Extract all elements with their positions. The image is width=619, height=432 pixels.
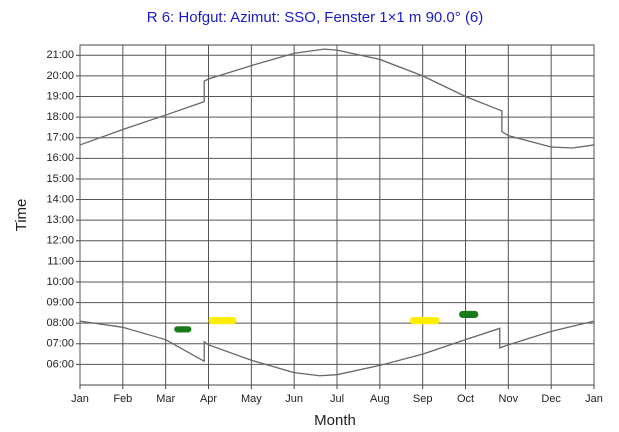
shadow-period <box>459 310 479 319</box>
x-tick-label: Apr <box>200 393 217 405</box>
y-tick-label: 11:00 <box>47 255 74 267</box>
x-tick-label: Jul <box>330 393 344 405</box>
y-tick-label: 08:00 <box>46 317 74 329</box>
x-tick-label: Feb <box>113 393 132 405</box>
x-tick-label: Sep <box>413 393 433 405</box>
x-tick-label: Mar <box>156 393 175 405</box>
y-tick-label: 16:00 <box>46 152 74 164</box>
x-tick-label: Jun <box>285 393 303 405</box>
chart-title: R 6: Hofgut: Azimut: SSO, Fenster 1×1 m … <box>147 9 484 26</box>
y-tick-label: 20:00 <box>46 70 74 82</box>
x-tick-label: Jan <box>585 393 603 405</box>
x-axis-label: Month <box>314 412 356 429</box>
y-tick-label: 07:00 <box>46 338 74 350</box>
y-tick-label: 10:00 <box>46 276 74 288</box>
y-tick-label: 14:00 <box>46 193 74 205</box>
shadow-period <box>174 326 192 333</box>
shadow-period <box>409 317 440 325</box>
x-tick-label: Oct <box>457 393 474 405</box>
y-tick-label: 13:00 <box>46 214 74 226</box>
y-tick-label: 21:00 <box>46 49 74 61</box>
y-tick-label: 18:00 <box>46 111 74 123</box>
y-axis-label: Time <box>13 199 30 232</box>
y-tick-label: 06:00 <box>46 358 74 370</box>
x-tick-label: Dec <box>541 393 561 405</box>
y-tick-label: 12:00 <box>46 235 74 247</box>
x-tick-label: Jan <box>71 393 89 405</box>
y-tick-label: 15:00 <box>46 173 74 185</box>
series-line <box>79 48 595 149</box>
series-line <box>79 320 595 377</box>
x-tick-label: Aug <box>370 393 390 405</box>
x-tick-label: Nov <box>499 393 519 405</box>
y-tick-label: 19:00 <box>46 90 74 102</box>
shadow-period <box>208 317 237 325</box>
y-tick-label: 17:00 <box>46 132 74 144</box>
y-tick-label: 09:00 <box>46 296 74 308</box>
x-tick-label: May <box>241 393 262 405</box>
